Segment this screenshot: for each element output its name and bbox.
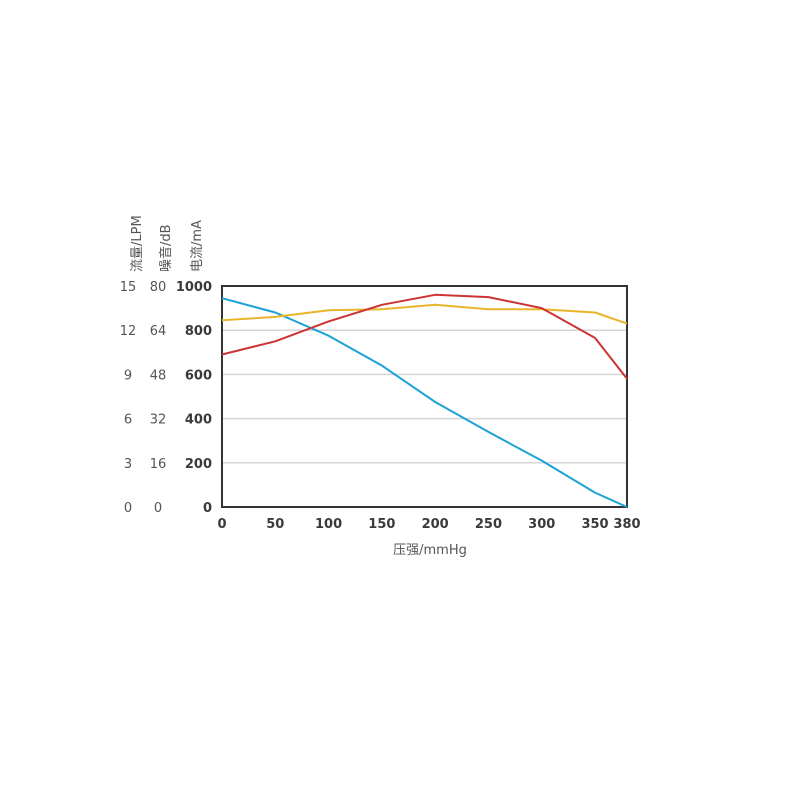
x-tick: 350 bbox=[581, 517, 608, 532]
y-tick-current: 400 bbox=[185, 413, 212, 428]
y-axis-title-current: 电流/mA bbox=[190, 220, 205, 272]
y-tick-flow: 0 bbox=[124, 501, 132, 516]
y-tick-labels: 0 0 0 3 16 200 6 32 400 9 48 600 12 64 800 15 80 1000 bbox=[120, 280, 212, 516]
y-axis-title-flow: 流量/LPM bbox=[130, 215, 145, 272]
y-tick-noise: 64 bbox=[150, 324, 167, 339]
y-tick-noise: 0 bbox=[154, 501, 162, 516]
y-tick-flow: 6 bbox=[124, 413, 132, 428]
y-tick-current: 800 bbox=[185, 324, 212, 339]
y-tick-noise: 16 bbox=[150, 457, 167, 472]
grid-lines bbox=[222, 329, 627, 464]
x-tick: 300 bbox=[528, 517, 555, 532]
x-tick: 50 bbox=[266, 517, 284, 532]
series-line-3 bbox=[221, 293, 628, 380]
y-tick-flow: 12 bbox=[120, 324, 137, 339]
y-tick-current: 600 bbox=[185, 368, 212, 383]
x-tick: 100 bbox=[315, 517, 342, 532]
y-tick-current: 0 bbox=[203, 501, 212, 516]
y-tick-noise: 48 bbox=[150, 368, 167, 383]
y-tick-flow: 9 bbox=[124, 368, 132, 383]
series-lines bbox=[221, 293, 628, 508]
x-tick: 250 bbox=[475, 517, 502, 532]
series-line-1 bbox=[221, 297, 628, 508]
x-tick-labels: 0 50 100 150 200 250 300 350 380 bbox=[217, 517, 640, 532]
y-tick-current: 200 bbox=[185, 457, 212, 472]
x-tick: 380 bbox=[613, 517, 640, 532]
x-tick: 0 bbox=[217, 517, 226, 532]
x-axis-title: 压强/mmHg bbox=[393, 543, 467, 558]
series-line-2 bbox=[221, 303, 628, 325]
y-tick-noise: 32 bbox=[150, 413, 167, 428]
y-tick-noise: 80 bbox=[150, 280, 167, 295]
y-tick-current: 1000 bbox=[176, 280, 212, 295]
x-tick: 150 bbox=[368, 517, 395, 532]
y-tick-flow: 3 bbox=[124, 457, 132, 472]
y-axis-title-noise: 噪音/dB bbox=[158, 224, 174, 272]
x-tick: 200 bbox=[422, 517, 449, 532]
y-tick-flow: 15 bbox=[120, 280, 137, 295]
plot-frame bbox=[221, 285, 628, 508]
